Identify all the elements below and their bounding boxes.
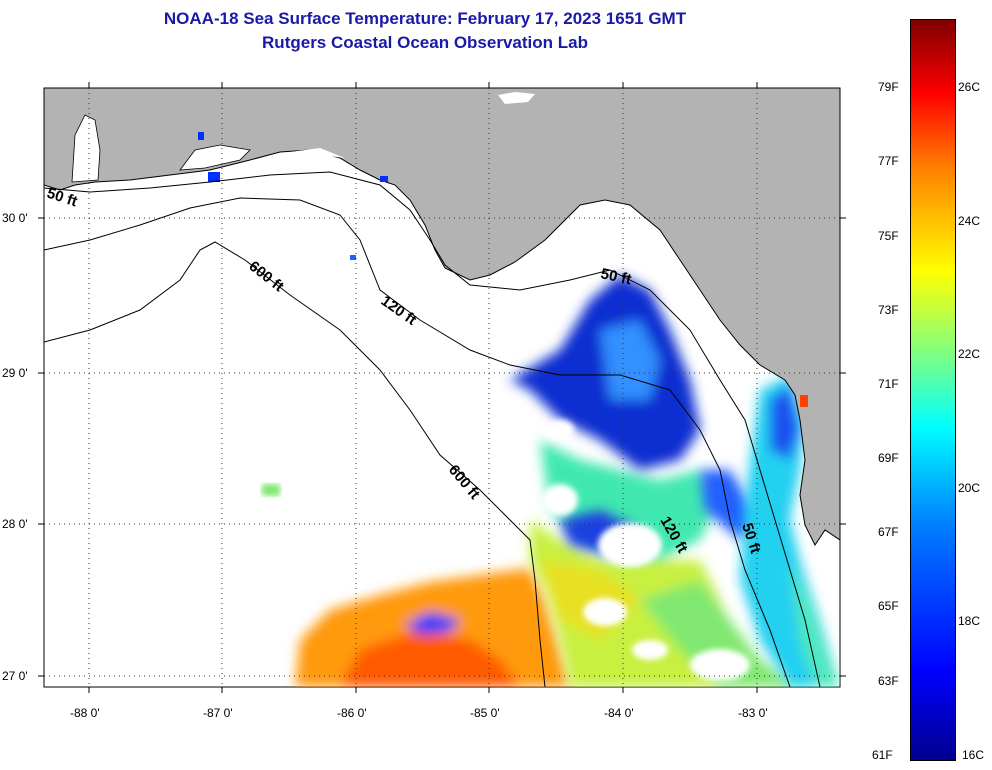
colorbar-label-65f: 65F [878, 599, 899, 613]
lon-label-87: -87 0' [203, 706, 233, 720]
contour-120ft [44, 197, 791, 687]
colorbar-label-26c: 26C [958, 80, 981, 94]
colorbar-label-63f: 63F [878, 674, 899, 688]
colorbar-label-79f: 79F [878, 80, 899, 94]
lon-label-85: -85 0' [470, 706, 500, 720]
colorbar-label-75f: 75F [878, 229, 899, 243]
lon-label-83: -83 0' [738, 706, 768, 720]
contour-600ft [44, 241, 546, 687]
lat-label-29: 29 0' [2, 366, 28, 380]
colorbar-label-61f: 61F [872, 748, 893, 762]
sst-warm-region [295, 568, 570, 687]
colorbar-label-71f: 71F [878, 377, 899, 391]
title-line-1: NOAA-18 Sea Surface Temperature: Februar… [163, 9, 687, 28]
colorbar-label-22c: 22C [958, 347, 981, 361]
lon-label-88: -88 0' [70, 706, 100, 720]
land-mass [44, 88, 840, 546]
lat-label-27: 27 0' [2, 669, 28, 683]
lon-label-86: -86 0' [337, 706, 367, 720]
colorbar-label-20c: 20C [958, 481, 981, 495]
colorbar-label-73f: 73F [878, 303, 899, 317]
lat-label-30: 30 0' [2, 211, 28, 225]
axis-ticks [38, 82, 846, 693]
cloud-gaps [542, 420, 750, 681]
colorbar-label-67f: 67F [878, 525, 899, 539]
title-line-2: Rutgers Coastal Ocean Observation Lab [262, 33, 588, 52]
lon-label-84: -84 0' [604, 706, 634, 720]
colorbar-label-16c: 16C [962, 748, 985, 762]
colorbar-label-77f: 77F [878, 154, 899, 168]
colorbar-label-69f: 69F [878, 451, 899, 465]
colorbar-label-18c: 18C [958, 614, 981, 628]
contour-50ft [44, 171, 821, 687]
lat-label-28: 28 0' [2, 517, 28, 531]
temperature-colorbar [910, 19, 956, 761]
contour-label-50ft-east: 50 ft [599, 265, 633, 288]
sst-east-nearshore [740, 375, 840, 687]
colorbar-label-24c: 24C [958, 214, 981, 228]
depth-contours [44, 171, 821, 687]
